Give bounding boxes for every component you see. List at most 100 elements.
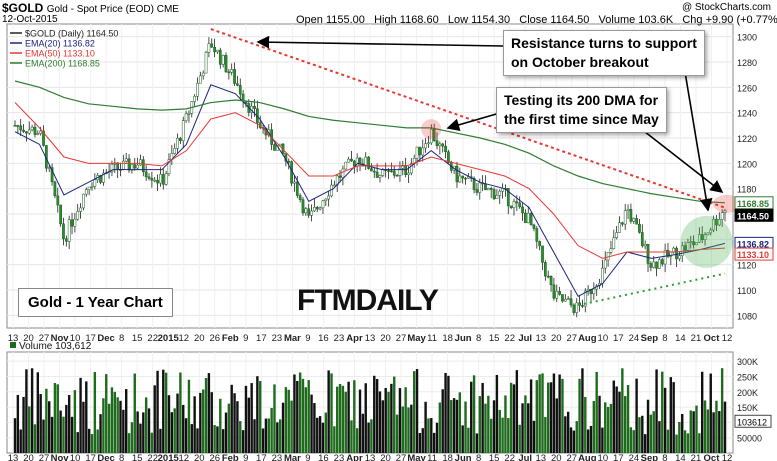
price-bar-body xyxy=(181,120,185,142)
volume-bar xyxy=(201,389,205,453)
volume-bar xyxy=(147,408,151,453)
vol-y-tick-label: 50000 xyxy=(737,434,762,444)
price-bar-body xyxy=(640,232,644,247)
volume-bar xyxy=(424,401,427,453)
price-bar-body xyxy=(167,159,171,174)
volume-bar xyxy=(107,403,111,453)
highlight-200dma-test xyxy=(421,119,442,140)
price-bar-body xyxy=(603,259,607,269)
volume-bar xyxy=(703,400,707,453)
vol-x-tick-label: 15 xyxy=(489,453,500,461)
volume-bar xyxy=(720,368,724,453)
vol-x-tick-label: Jun xyxy=(455,453,472,461)
x-tick-label: May xyxy=(407,333,426,344)
price-bar-body xyxy=(216,49,219,53)
volume-bar xyxy=(415,369,419,453)
price-bar-body xyxy=(76,211,80,220)
volume-bar xyxy=(250,383,253,453)
volume-bar xyxy=(467,427,470,453)
right-value-label: 1164.50 xyxy=(737,211,769,221)
right-value-label: 1136.82 xyxy=(737,239,769,249)
price-bar-body xyxy=(489,188,493,190)
volume-bar xyxy=(133,373,136,453)
volume-title: Volume 103,612 xyxy=(19,341,92,352)
volume-bar xyxy=(153,385,156,453)
volume-bar xyxy=(432,432,436,453)
volume-bar xyxy=(455,399,459,453)
volume-bar xyxy=(324,412,328,453)
symbol-description: Gold - Spot Price (EOD) CME xyxy=(46,4,179,15)
price-bar-body xyxy=(30,126,34,131)
volume-bar xyxy=(253,419,256,453)
volume-bar xyxy=(244,385,248,453)
price-bar-body xyxy=(663,249,667,265)
price-bar-body xyxy=(569,298,573,306)
price-bar-body xyxy=(444,145,447,153)
volume-bar xyxy=(678,421,681,453)
price-bar-body xyxy=(82,193,85,209)
price-bar-body xyxy=(298,195,302,200)
chart-label: Gold - 1 Year Chart xyxy=(18,288,173,317)
volume-bar xyxy=(316,417,319,453)
volume-bar xyxy=(692,411,695,453)
price-bar-body xyxy=(541,245,544,263)
price-bar-body xyxy=(241,93,245,102)
volume-bar xyxy=(278,419,282,453)
x-tick-label: 27 xyxy=(39,333,50,344)
price-bar-body xyxy=(338,175,342,178)
x-tick-label: 17 xyxy=(256,333,267,344)
price-bar-body xyxy=(620,222,624,225)
price-bar-body xyxy=(532,224,536,229)
price-bar-body xyxy=(524,212,527,224)
volume-bar xyxy=(641,415,644,453)
change-value: Chg +9.90 (+0.77%) xyxy=(682,14,777,26)
price-bar-body xyxy=(156,179,159,184)
volume-bar xyxy=(281,402,285,453)
volume-bar xyxy=(544,416,547,453)
price-bar-body xyxy=(53,181,57,197)
x-tick-label: Apr xyxy=(346,333,363,344)
volume-bar xyxy=(507,418,510,453)
vol-x-tick-label: 26 xyxy=(209,453,220,461)
price-bar-body xyxy=(153,179,157,182)
price-bar-body xyxy=(526,212,530,224)
volume-bar xyxy=(164,372,168,453)
price-bar-body xyxy=(461,175,465,179)
volume-bar xyxy=(472,375,476,453)
volume-bar xyxy=(45,388,48,453)
price-bar-body xyxy=(210,43,214,48)
volume-bar xyxy=(33,424,37,453)
price-bar-body xyxy=(723,210,727,213)
price-bar-body xyxy=(549,276,553,286)
price-bar-body xyxy=(318,207,322,210)
x-tick-label: 13 xyxy=(535,333,546,344)
x-tick-label: Mar xyxy=(284,333,301,344)
volume-bar xyxy=(604,402,607,453)
volume-bar xyxy=(276,422,279,453)
volume-bar xyxy=(142,412,145,453)
brand-logo: FTMDAILY xyxy=(297,284,439,317)
price-bar-body xyxy=(344,161,348,170)
price-bar-body xyxy=(253,105,256,109)
volume-bar xyxy=(127,433,131,453)
volume-bar xyxy=(410,404,413,453)
volume-bar xyxy=(65,404,68,453)
volume-bar xyxy=(370,419,373,453)
price-bar-body xyxy=(475,189,479,193)
volume-bar xyxy=(512,384,516,453)
volume-bar xyxy=(130,422,134,453)
price-bar-body xyxy=(392,170,396,176)
price-bar-body xyxy=(22,129,25,132)
x-tick-label: 16 xyxy=(318,333,329,344)
x-tick-label: Oct xyxy=(704,333,721,344)
vol-x-tick-label: 12 xyxy=(722,453,733,461)
volume-bar xyxy=(62,416,65,453)
volume-bar xyxy=(569,427,573,453)
volume-bar xyxy=(179,372,182,453)
vol-x-tick-label: 10 xyxy=(70,453,81,461)
volume-bar xyxy=(338,384,342,453)
volume-bar xyxy=(113,391,116,453)
right-value-label: 1133.10 xyxy=(737,250,769,260)
volume-bar xyxy=(578,378,581,453)
price-bar-body xyxy=(563,298,567,302)
